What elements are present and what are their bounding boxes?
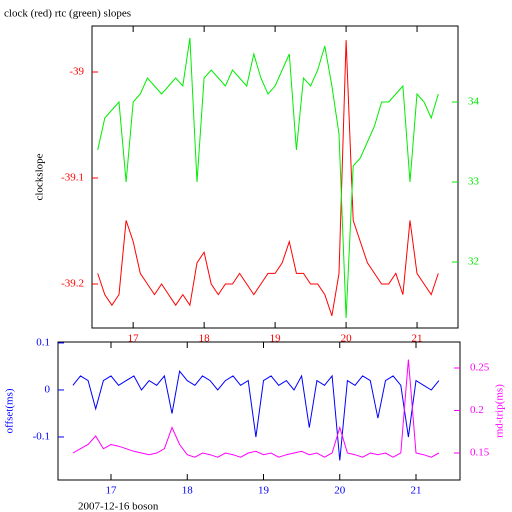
x-tick-label: 20 xyxy=(341,333,353,345)
x-axis-label: 2007-12-16 boson xyxy=(78,501,159,512)
y-tick-label: -39.2 xyxy=(61,278,84,290)
series-line xyxy=(72,359,440,458)
series-line xyxy=(72,370,440,461)
y2-tick-label: 34 xyxy=(468,96,480,108)
x-tick-label: 18 xyxy=(199,333,211,345)
y-tick-label: 0.1 xyxy=(36,336,50,348)
y-tick-label: -39 xyxy=(69,66,84,78)
y-tick-label: -0.1 xyxy=(33,431,50,443)
x-tick-label: 18 xyxy=(182,485,194,497)
y-axis-label: clockslope xyxy=(34,153,46,200)
chart-title: clock (red) rtc (green) slopes xyxy=(4,8,131,20)
y2-tick-label: 33 xyxy=(468,176,480,188)
x-tick-label: 20 xyxy=(334,485,346,497)
series-line xyxy=(97,37,439,319)
y2-tick-label: 32 xyxy=(468,256,479,268)
y-axis-label: offset(ms) xyxy=(4,388,16,433)
x-tick-label: 19 xyxy=(258,485,270,497)
y2-tick-label: 0.15 xyxy=(470,447,490,459)
y-tick-label: 0 xyxy=(45,383,51,395)
x-tick-label: 19 xyxy=(270,333,282,345)
y2-axis-label: rnd-trip(ms) xyxy=(494,384,506,438)
x-tick-label: 17 xyxy=(128,333,140,345)
x-tick-label: 21 xyxy=(412,333,423,345)
y2-tick-label: 0.25 xyxy=(470,362,490,374)
x-tick-label: 17 xyxy=(105,485,117,497)
y-tick-label: -39.1 xyxy=(61,172,84,184)
plot-frame xyxy=(57,341,461,481)
series-line xyxy=(97,40,439,316)
x-tick-label: 21 xyxy=(411,485,422,497)
y2-tick-label: 0.2 xyxy=(470,404,484,416)
